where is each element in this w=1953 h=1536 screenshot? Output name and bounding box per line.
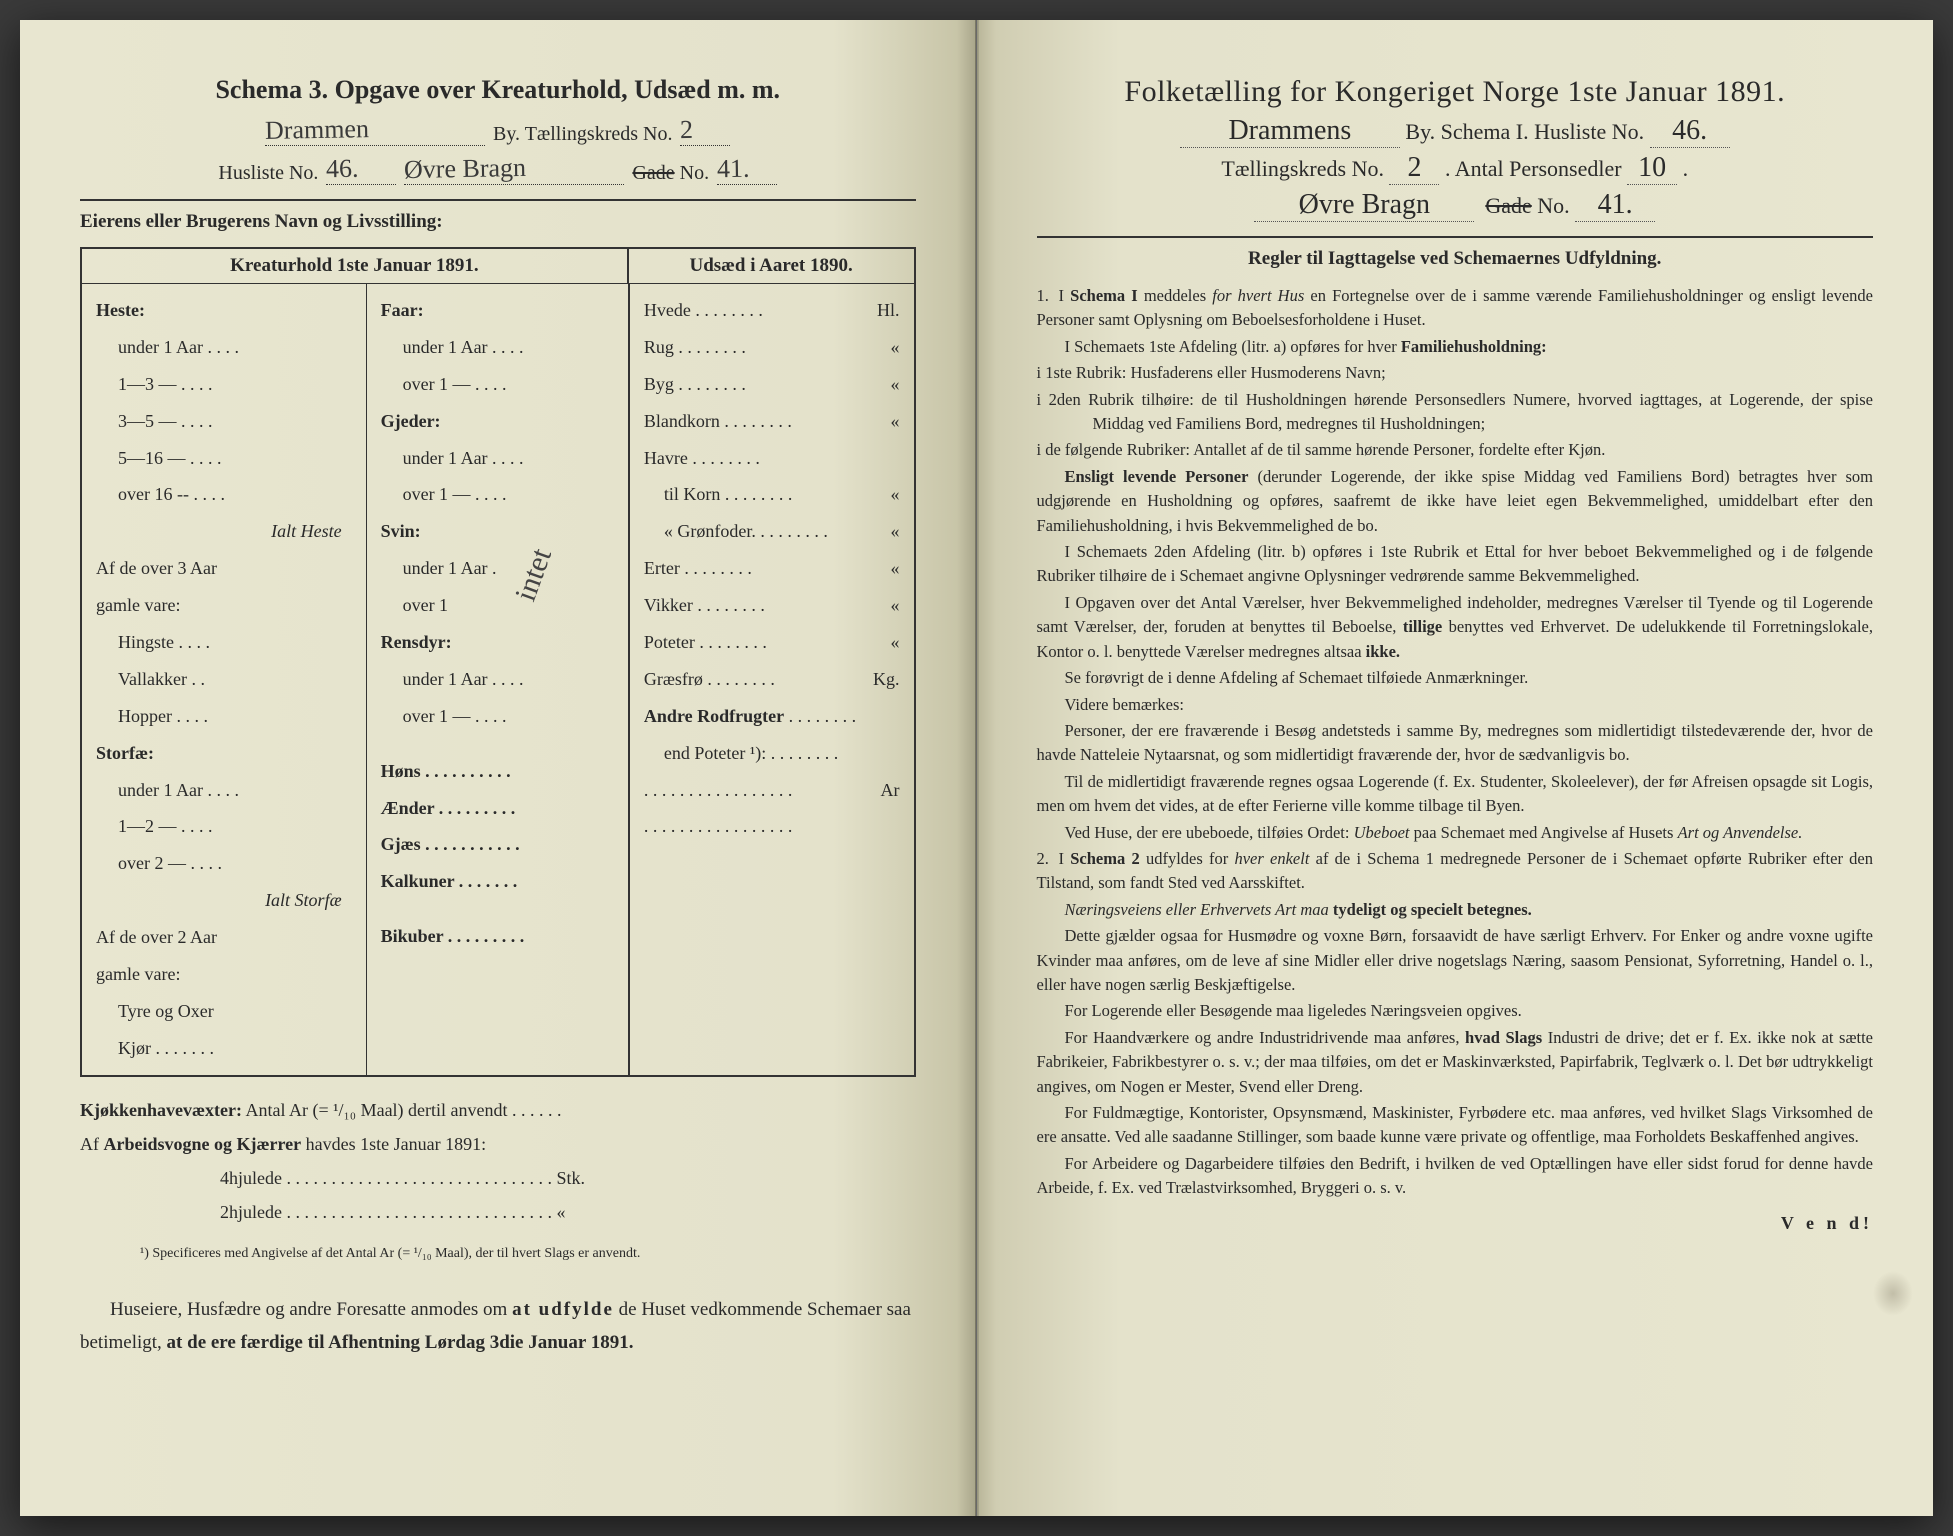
street-field: Øvre Bragn: [404, 154, 624, 185]
list-item: . . . . . . . . . . . . . . . . .: [644, 808, 900, 845]
list-item: Tyre og Oxer: [96, 993, 352, 1030]
list-item: Poteter . . . . . . . . «: [644, 624, 900, 661]
heste-label: Heste:: [96, 292, 352, 329]
ialt-heste: Ialt Heste: [96, 513, 352, 550]
list-item: Hingste . . . .: [96, 624, 352, 661]
book-spine: [975, 20, 979, 1516]
schema3-title: Schema 3. Opgave over Kreaturhold, Udsæd…: [80, 75, 916, 105]
aender: Ænder . . . . . . . . .: [381, 790, 614, 827]
list-item: 1—2 — . . . .: [96, 808, 352, 845]
rules-title: Regler til Iagttagelse ved Schemaernes U…: [1037, 248, 1874, 270]
vend-label: V e n d!: [1037, 1213, 1874, 1234]
column-2: Faar: under 1 Aar . . . . over 1 — . . .…: [367, 284, 630, 1075]
gjaes: Gjæs . . . . . . . . . . .: [381, 826, 614, 863]
list-item: Havre . . . . . . . .: [644, 440, 900, 477]
list-item: Blandkorn . . . . . . . . «: [644, 403, 900, 440]
list-item: under 1 Aar . . . .: [96, 329, 352, 366]
gade-field: 41.: [717, 154, 777, 185]
col-head-udsaed: Udsæd i Aaret 1890.: [629, 249, 914, 283]
af3-line2: gamle vare:: [96, 587, 352, 624]
street-hw: Øvre Bragn: [1254, 189, 1474, 222]
col-head-kreatur: Kreaturhold 1ste Januar 1891.: [82, 249, 629, 283]
kjokken-line: Kjøkkenhavevæxter: Antal Ar (= ¹/₁₀ Maal…: [80, 1093, 916, 1127]
table-header-row: Kreaturhold 1ste Januar 1891. Udsæd i Aa…: [82, 249, 914, 284]
kreds-hw: 2: [1389, 152, 1439, 185]
sub-line-3: Tællingskreds No. 2 . Antal Personsedler…: [1037, 152, 1874, 185]
rules-body: 1.I Schema I meddeles for hvert Hus en F…: [1037, 284, 1874, 1201]
list-item: Rug . . . . . . . . «: [644, 329, 900, 366]
kalkuner: Kalkuner . . . . . . .: [381, 863, 614, 900]
arbeidsvogne-line: Af Arbeidsvogne og Kjærrer havdes 1ste J…: [80, 1127, 916, 1161]
gade-hw: 41.: [1575, 189, 1655, 222]
list-item: Kjør . . . . . . .: [96, 1030, 352, 1067]
list-item: til Korn . . . . . . . . «: [644, 476, 900, 513]
left-page: Schema 3. Opgave over Kreaturhold, Udsæd…: [20, 20, 977, 1516]
husliste-hw: 46.: [1650, 115, 1730, 148]
smudge-icon: [1873, 1271, 1913, 1316]
list-item: 3—5 — . . . .: [96, 403, 352, 440]
list-item: « Grønfoder. . . . . . . . . «: [644, 513, 900, 550]
af2-line1: Af de over 2 Aar: [96, 919, 352, 956]
list-item: 1—3 — . . . .: [96, 366, 352, 403]
gjeder-label: Gjeder:: [381, 403, 614, 440]
svin-label: Svin:: [381, 513, 614, 550]
column-3: Hvede . . . . . . . . Hl.Rug . . . . . .…: [630, 284, 914, 1075]
personsedler-hw: 10: [1627, 152, 1677, 185]
list-item: 5—16 — . . . .: [96, 440, 352, 477]
gade-label: Gade No.: [632, 162, 709, 185]
footnote: ¹) Specificeres med Angivelse af det Ant…: [140, 1243, 876, 1264]
list-item: under 1 Aar . . . .: [96, 772, 352, 809]
husliste-field: 46.: [326, 154, 396, 185]
kreds-field: 2: [680, 115, 730, 146]
sub-line-4: Øvre Bragn Gade No. 41.: [1037, 189, 1874, 222]
owner-label: Eierens eller Brugerens Navn og Livsstil…: [80, 211, 916, 233]
list-item: Erter . . . . . . . . «: [644, 550, 900, 587]
right-page: Folketælling for Kongeriget Norge 1ste J…: [977, 20, 1934, 1516]
list-item: under 1 Aar . . . .: [381, 329, 614, 366]
separator-right: [1037, 236, 1874, 238]
list-item: Andre Rodfrugter . . . . . . . .: [644, 698, 900, 735]
2hjulede: 2hjulede . . . . . . . . . . . . . . . .…: [80, 1195, 916, 1229]
by-label: By. Tællingskreds No.: [493, 123, 672, 146]
faar-label: Faar:: [381, 292, 614, 329]
rensdyr-label: Rensdyr:: [381, 624, 614, 661]
list-item: under 1 Aar . . . .: [381, 440, 614, 477]
list-item: under 1 Aar . . . .: [381, 661, 614, 698]
hons: Høns . . . . . . . . . .: [381, 753, 614, 790]
header-row-2: Husliste No. 46. Øvre Bragn Gade No. 41.: [80, 154, 916, 185]
list-item: Vikker . . . . . . . . «: [644, 587, 900, 624]
list-item: over 1: [381, 587, 614, 624]
list-item: Vallakker . .: [96, 661, 352, 698]
below-table-block: Kjøkkenhavevæxter: Antal Ar (= ¹/₁₀ Maal…: [80, 1093, 916, 1230]
bikuber: Bikuber . . . . . . . . .: [381, 918, 614, 955]
city-hw: Drammens: [1180, 115, 1400, 148]
city-field: Drammen: [265, 115, 485, 146]
list-item: Hopper . . . .: [96, 698, 352, 735]
list-item: Græsfrø . . . . . . . . Kg.: [644, 661, 900, 698]
book-spread: Schema 3. Opgave over Kreaturhold, Udsæd…: [20, 20, 1933, 1516]
storfae-label: Storfæ:: [96, 735, 352, 772]
list-item: . . . . . . . . . . . . . . . . . Ar: [644, 772, 900, 809]
husliste-label: Husliste No.: [218, 162, 318, 185]
table-body: Heste: under 1 Aar . . . . 1—3 — . . . .…: [82, 284, 914, 1075]
sub-line-2: Drammens By. Schema I. Husliste No. 46.: [1037, 115, 1874, 148]
list-item: over 1 — . . . .: [381, 366, 614, 403]
list-item: over 1 — . . . .: [381, 476, 614, 513]
schema-table: Kreaturhold 1ste Januar 1891. Udsæd i Aa…: [80, 247, 916, 1077]
column-1: Heste: under 1 Aar . . . . 1—3 — . . . .…: [82, 284, 367, 1075]
list-item: over 16 -- . . . .: [96, 476, 352, 513]
list-item: end Poteter ¹): . . . . . . . .: [644, 735, 900, 772]
header-row-1: Drammen By. Tællingskreds No. 2: [80, 115, 916, 146]
list-item: over 2 — . . . .: [96, 845, 352, 882]
4hjulede: 4hjulede . . . . . . . . . . . . . . . .…: [80, 1161, 916, 1195]
census-title: Folketælling for Kongeriget Norge 1ste J…: [1037, 75, 1874, 109]
footer-instruction: Huseiere, Husfædre og andre Foresatte an…: [80, 1294, 916, 1359]
ialt-storfae: Ialt Storfæ: [96, 882, 352, 919]
separator: [80, 199, 916, 201]
list-item: over 1 — . . . .: [381, 698, 614, 735]
list-item: Hvede . . . . . . . . Hl.: [644, 292, 900, 329]
af2-line2: gamle vare:: [96, 956, 352, 993]
list-item: Byg . . . . . . . . «: [644, 366, 900, 403]
af3-line1: Af de over 3 Aar: [96, 550, 352, 587]
